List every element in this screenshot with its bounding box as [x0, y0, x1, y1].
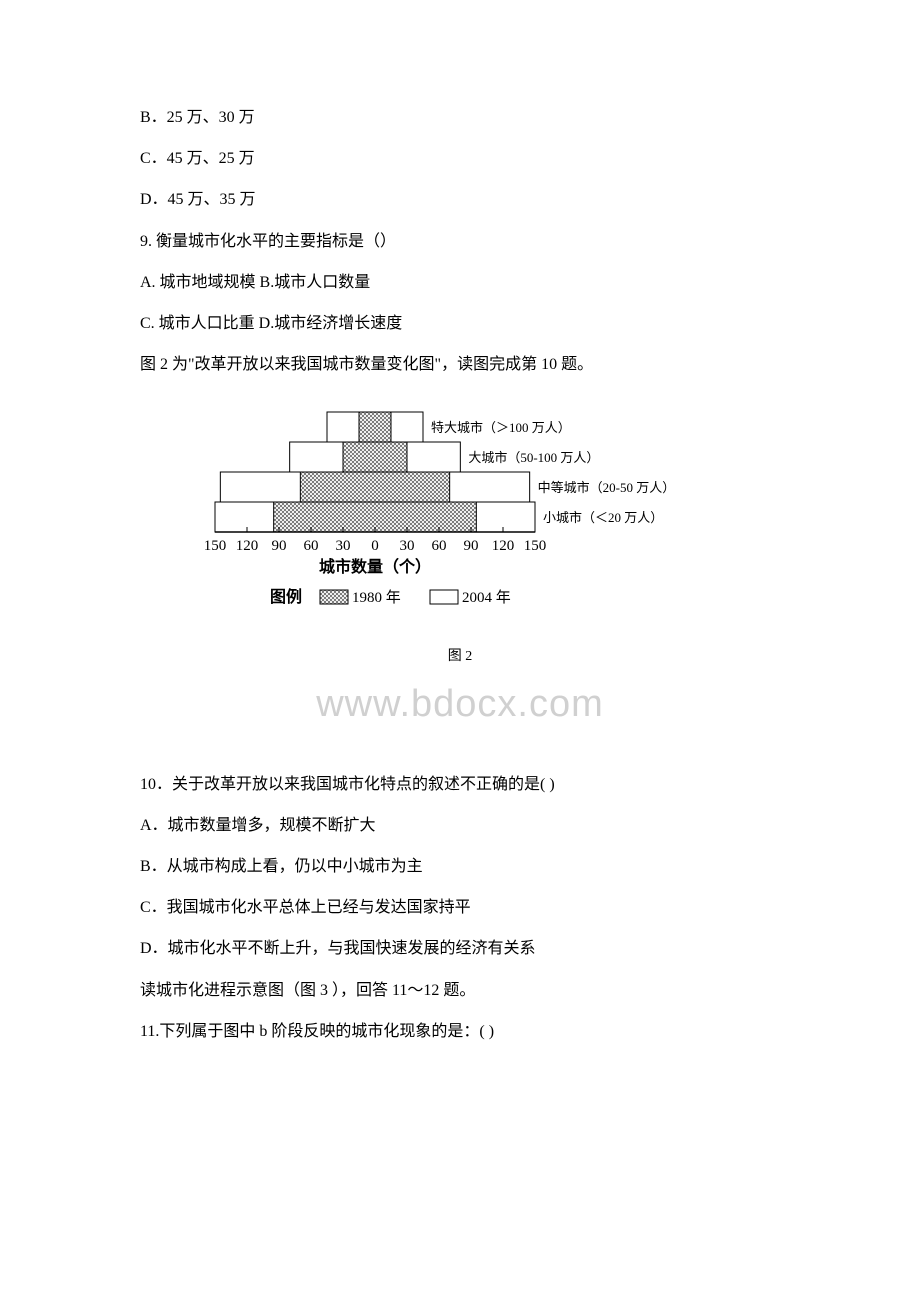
watermark-text: www.bdocx.com [205, 663, 715, 747]
svg-text:特大城市（＞100 万人）: 特大城市（＞100 万人） [431, 420, 571, 435]
svg-text:30: 30 [336, 538, 351, 554]
question-10-option-a: A．城市数量增多，规模不断扩大 [140, 808, 780, 843]
figure-2-chart: 150 120 90 60 30 0 30 60 90 120 150 城市数量（个） 特大城市（＞1… [205, 402, 715, 746]
svg-text:2004 年: 2004 年 [462, 589, 511, 606]
option-b-text: B．25 万、30 万 [140, 100, 780, 135]
svg-text:1980 年: 1980 年 [352, 589, 401, 606]
svg-text:城市数量（个）: 城市数量（个） [319, 557, 431, 576]
svg-text:中等城市（20-50 万人）: 中等城市（20-50 万人） [538, 480, 676, 495]
question-10-option-c: C．我国城市化水平总体上已经与发达国家持平 [140, 890, 780, 925]
svg-text:30: 30 [400, 538, 415, 554]
question-9: 9. 衡量城市化水平的主要指标是（） [140, 224, 780, 259]
svg-text:大城市（50-100 万人）: 大城市（50-100 万人） [468, 450, 599, 465]
svg-text:小城市（＜20 万人）: 小城市（＜20 万人） [543, 510, 663, 525]
question-10: 10．关于改革开放以来我国城市化特点的叙述不正确的是( ) [140, 767, 780, 802]
svg-text:60: 60 [304, 538, 319, 554]
svg-text:150: 150 [524, 538, 547, 554]
svg-text:90: 90 [464, 538, 479, 554]
question-11: 11.下列属于图中 b 阶段反映的城市化现象的是：( ) [140, 1014, 780, 1049]
svg-text:150: 150 [205, 538, 226, 554]
option-c-text: C．45 万、25 万 [140, 141, 780, 176]
svg-text:60: 60 [432, 538, 447, 554]
figure-2-intro: 图 2 为"改革开放以来我国城市数量变化图"，读图完成第 10 题。 [140, 347, 780, 382]
pyramid-chart-svg: 150 120 90 60 30 0 30 60 90 120 150 城市数量（个） 特大城市（＞1… [205, 402, 715, 642]
svg-text:图例: 图例 [270, 587, 302, 606]
question-10-option-d: D．城市化水平不断上升，与我国快速发展的经济有关系 [140, 931, 780, 966]
question-9-options-ab: A. 城市地域规模 B.城市人口数量 [140, 265, 780, 300]
option-d-text: D．45 万、35 万 [140, 182, 780, 217]
svg-text:120: 120 [236, 538, 259, 554]
svg-text:0: 0 [371, 538, 379, 554]
figure-3-intro: 读城市化进程示意图（图 3 ），回答 11～12 题。 [140, 973, 780, 1008]
question-10-option-b: B．从城市构成上看，仍以中小城市为主 [140, 849, 780, 884]
question-9-options-cd: C. 城市人口比重 D.城市经济增长速度 [140, 306, 780, 341]
svg-text:90: 90 [272, 538, 287, 554]
svg-text:120: 120 [492, 538, 515, 554]
